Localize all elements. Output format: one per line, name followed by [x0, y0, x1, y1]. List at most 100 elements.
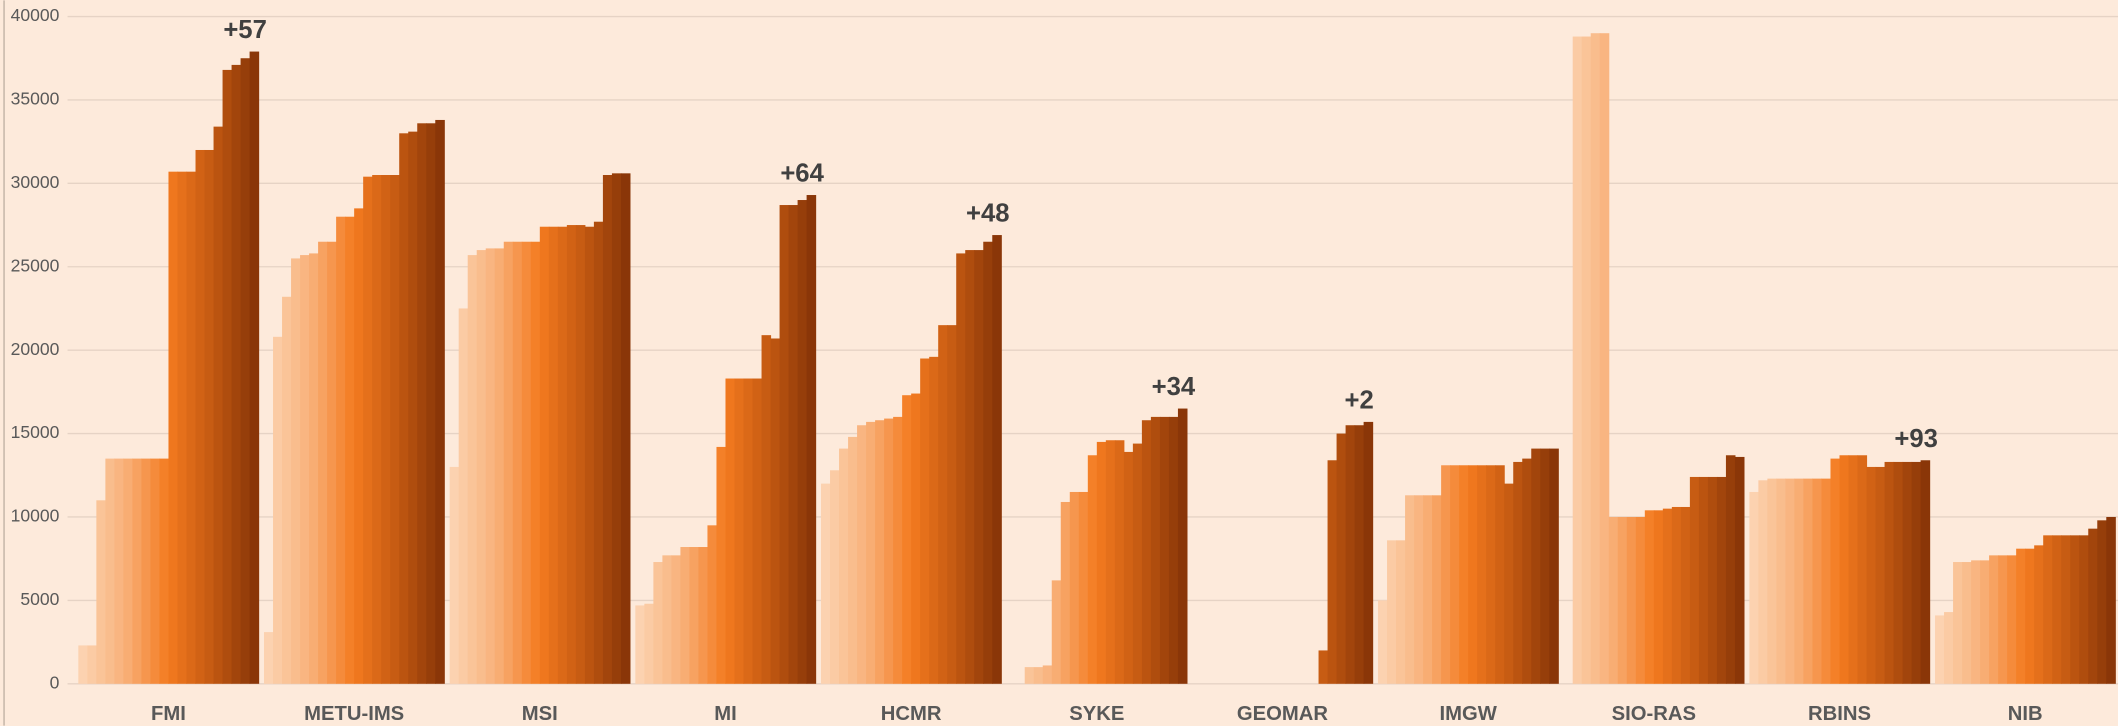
bar [1060, 501, 1071, 684]
bar [830, 470, 840, 684]
bar [105, 458, 115, 684]
bar [159, 458, 170, 684]
bar [1549, 448, 1559, 684]
y-tick-label: 30000 [11, 172, 60, 192]
bar [1486, 465, 1496, 684]
bar [911, 393, 921, 684]
annotation: +57 [223, 16, 267, 44]
bar [78, 645, 88, 684]
bar [1971, 560, 1981, 684]
bar [1378, 600, 1388, 684]
x-tick-label: SIO-RAS [1612, 703, 1696, 725]
bar [1920, 460, 1931, 684]
bar [345, 216, 355, 684]
bar [992, 235, 1002, 684]
annotation: +2 [1344, 386, 1373, 414]
bar [1953, 562, 1963, 684]
x-tick-label: MI [714, 703, 737, 725]
bar [327, 241, 337, 684]
y-tick-label: 25000 [11, 255, 60, 275]
y-tick-label: 35000 [11, 89, 60, 109]
bar [821, 483, 831, 684]
bar [716, 446, 727, 684]
bar [761, 335, 772, 684]
bar [363, 176, 373, 684]
bar [282, 296, 292, 684]
bar [1042, 665, 1053, 684]
bar [1318, 650, 1329, 684]
bar [426, 123, 436, 684]
bar [186, 171, 197, 684]
bar [1387, 540, 1397, 684]
bar [1911, 461, 1922, 684]
bar [857, 425, 867, 684]
bar [539, 226, 550, 684]
bar [168, 171, 179, 684]
x-tick-label: HCMR [881, 703, 942, 725]
bar [725, 378, 736, 684]
x-tick-label: FMI [151, 703, 186, 725]
bar [902, 395, 912, 684]
bar [399, 133, 409, 684]
bar [485, 248, 496, 684]
x-tick-label: IMGW [1439, 703, 1497, 725]
x-tick-label: GEOMAR [1237, 703, 1329, 725]
bar [1477, 465, 1487, 684]
bar [707, 525, 718, 684]
bar [1599, 33, 1610, 684]
bar [1935, 615, 1945, 684]
bar [467, 255, 478, 684]
bar [1033, 667, 1044, 684]
bar [300, 255, 310, 684]
bar [653, 562, 663, 684]
bar [1450, 465, 1460, 684]
bar [2106, 516, 2116, 684]
bar [1540, 448, 1550, 684]
bar [1504, 483, 1514, 684]
bar [1531, 448, 1541, 684]
bar [620, 173, 631, 684]
bar [2043, 535, 2053, 684]
bar [1875, 466, 1886, 684]
bar [1812, 478, 1823, 684]
bar [788, 205, 799, 684]
bar [893, 416, 903, 684]
y-tick-label: 0 [50, 672, 60, 692]
annotation: +34 [1152, 373, 1196, 401]
bar [1414, 495, 1424, 684]
bar [1513, 461, 1523, 684]
bar [1857, 455, 1868, 684]
bar [222, 69, 233, 684]
bar [635, 605, 645, 684]
bar [1671, 506, 1682, 684]
bar [575, 225, 586, 684]
bar [689, 547, 699, 684]
bar [1626, 516, 1637, 684]
bar [1087, 455, 1098, 684]
bar [530, 241, 541, 684]
bar [1803, 478, 1813, 684]
bar [204, 149, 215, 684]
bar [354, 208, 364, 684]
bar [1680, 506, 1691, 684]
bar [249, 51, 260, 684]
bar [1024, 667, 1035, 684]
bar [611, 173, 622, 684]
bar [965, 250, 975, 684]
bar [557, 226, 568, 684]
bar [2088, 528, 2098, 684]
bar [521, 241, 532, 684]
bar [1848, 455, 1859, 684]
bar [1159, 416, 1170, 684]
bar [875, 420, 885, 684]
bar [1866, 466, 1877, 684]
bar [503, 241, 514, 684]
bar [1884, 461, 1895, 684]
bar [2007, 555, 2017, 684]
bar [1590, 33, 1601, 684]
bar [593, 221, 604, 684]
bar [494, 248, 505, 684]
y-tick-label: 40000 [11, 5, 60, 25]
bar [734, 378, 745, 684]
bar [123, 458, 133, 684]
